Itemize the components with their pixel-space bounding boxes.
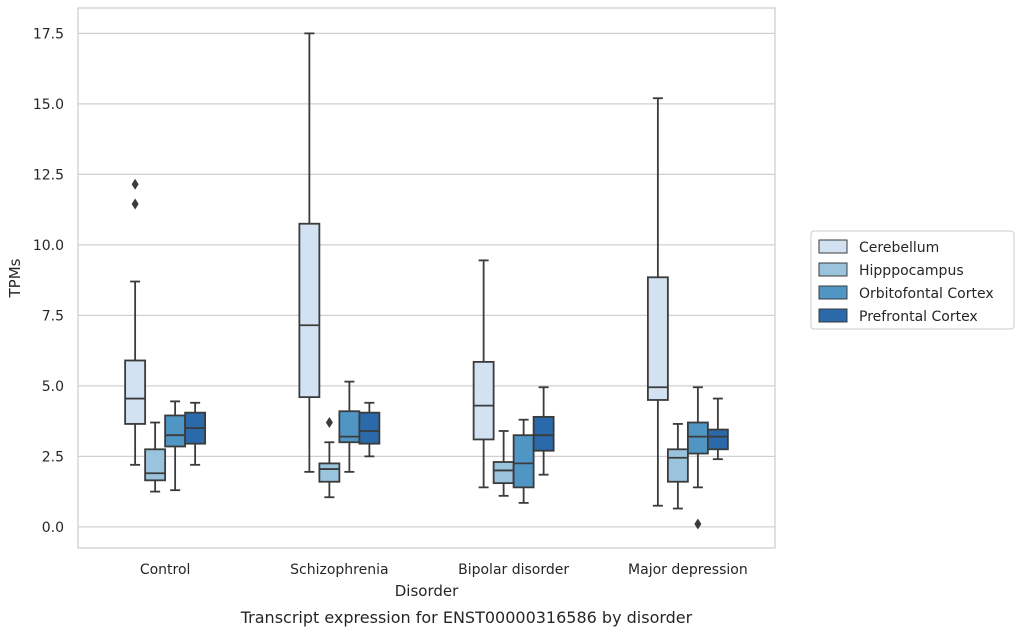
- box-iqr: [124, 359, 147, 425]
- legend-label: Cerebellum: [859, 240, 939, 256]
- box-iqr: [298, 222, 321, 399]
- box-hipppocampus: [144, 421, 167, 493]
- x-axis-label: Disorder: [395, 582, 459, 600]
- chart-caption: Transcript expression for ENST0000031658…: [240, 608, 693, 627]
- legend-label: Hipppocampus: [859, 263, 964, 279]
- x-tick-label: Bipolar disorder: [458, 562, 569, 578]
- grid-lines: [78, 32, 775, 528]
- box-iqr: [358, 411, 381, 445]
- box-orbitofontal-cortex: [512, 418, 535, 504]
- legend-label: Prefrontal Cortex: [859, 309, 978, 325]
- box-iqr: [338, 410, 361, 444]
- box-prefrontal-cortex: [184, 401, 207, 466]
- x-tick-label: Control: [140, 562, 191, 578]
- box-iqr: [706, 428, 729, 451]
- legend-frame: [810, 230, 1015, 330]
- legend-swatch: [818, 239, 848, 254]
- box-cerebellum: [298, 32, 321, 473]
- box-cerebellum: [472, 259, 495, 489]
- box-prefrontal-cortex: [358, 401, 381, 458]
- legend-swatch: [818, 262, 848, 277]
- box-iqr: [666, 448, 689, 483]
- box-iqr: [144, 448, 167, 482]
- y-tick-label: 17.5: [33, 26, 64, 42]
- y-tick-label: 15.0: [33, 97, 64, 113]
- box-prefrontal-cortex: [532, 386, 555, 476]
- outlier-point: [325, 417, 333, 429]
- y-tick-label: 12.5: [33, 167, 64, 183]
- legend-swatch: [818, 285, 848, 300]
- y-tick-label: 2.5: [42, 449, 64, 465]
- outlier-point: [694, 518, 702, 530]
- box-prefrontal-cortex: [706, 397, 729, 461]
- box-iqr: [532, 415, 555, 452]
- y-axis-label: TPMs: [6, 258, 24, 298]
- x-tick-label: Schizophrenia: [290, 562, 388, 578]
- y-tick-label: 5.0: [42, 379, 64, 395]
- box-hipppocampus: [666, 423, 689, 510]
- x-axis-ticks: Control Schizophrenia Bipolar disorder Majo…: [140, 562, 748, 578]
- box-hipppocampus: [492, 430, 515, 497]
- box-iqr: [492, 461, 515, 485]
- box-iqr: [512, 434, 535, 489]
- box-orbitofontal-cortex: [338, 380, 361, 473]
- x-tick-label: Major depression: [628, 562, 748, 578]
- y-tick-label: 0.0: [42, 520, 64, 536]
- plot-area-frame: [77, 7, 776, 549]
- box-iqr: [472, 360, 495, 441]
- box-hipppocampus: [318, 417, 341, 499]
- box-iqr: [164, 414, 187, 448]
- box-cerebellum: [646, 97, 669, 507]
- y-tick-label: 10.0: [33, 238, 64, 254]
- outlier-point: [131, 198, 139, 210]
- box-iqr: [318, 462, 341, 483]
- box-orbitofontal-cortex: [164, 400, 187, 492]
- outlier-point: [131, 178, 139, 190]
- legend-label: Orbitofontal Cortex: [859, 286, 994, 302]
- y-axis-ticks: 0.0 2.5 5.0 7.5 10.0 12.5 15.0 17.5: [33, 26, 64, 535]
- box-iqr: [686, 421, 709, 455]
- box-orbitofontal-cortex: [686, 386, 709, 530]
- box-cerebellum: [124, 178, 147, 466]
- legend-swatch: [818, 308, 848, 323]
- legend: Cerebellum Hipppocampus Orbitofontal Corte…: [810, 230, 1015, 330]
- box-series: [124, 32, 729, 530]
- box-iqr: [646, 276, 669, 401]
- y-tick-label: 7.5: [42, 308, 64, 324]
